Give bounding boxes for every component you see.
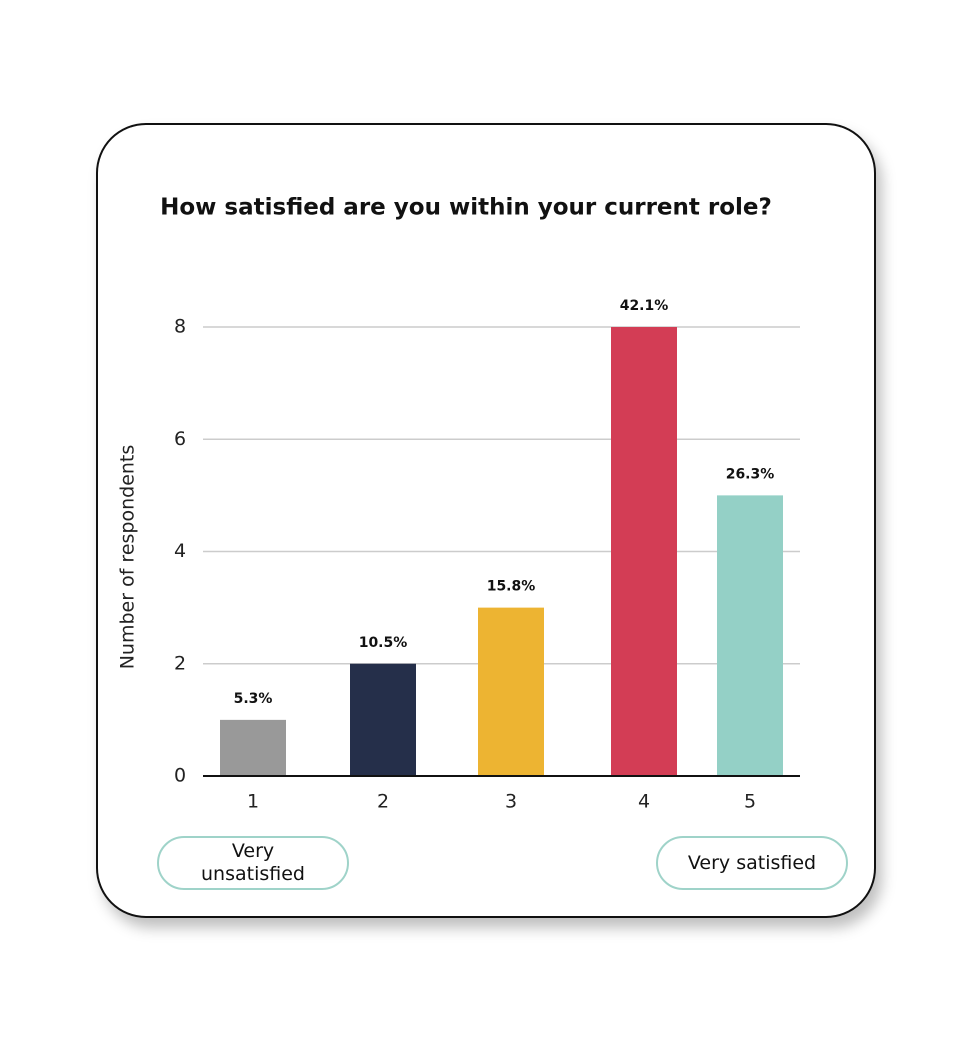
bar: [611, 327, 677, 776]
bar-label: 26.3%: [726, 466, 775, 482]
x-tick-label: 5: [744, 791, 756, 813]
bar-label: 15.8%: [487, 579, 536, 595]
scale-label: Very unsatisfied: [157, 836, 349, 890]
y-tick-label: 6: [174, 428, 186, 450]
x-tick-label: 2: [377, 791, 389, 813]
y-tick-label: 0: [174, 765, 186, 787]
bar-label: 42.1%: [620, 298, 669, 314]
bar: [350, 663, 416, 776]
bar: [478, 607, 544, 776]
bar-label: 10.5%: [359, 635, 408, 651]
bar-label: 5.3%: [234, 691, 273, 707]
x-tick-label: 4: [638, 791, 650, 813]
x-tick-label: 3: [505, 791, 517, 813]
y-tick-label: 2: [174, 652, 186, 674]
scale-label: Very satisfied: [656, 836, 848, 890]
bar: [220, 719, 286, 776]
chart-title: How satisfied are you within your curren…: [160, 195, 772, 221]
y-tick-label: 8: [174, 316, 186, 338]
x-tick-label: 1: [247, 791, 259, 813]
y-tick-label: 4: [174, 540, 186, 562]
y-axis-label: Number of respondents: [117, 445, 139, 670]
bar: [717, 495, 783, 776]
